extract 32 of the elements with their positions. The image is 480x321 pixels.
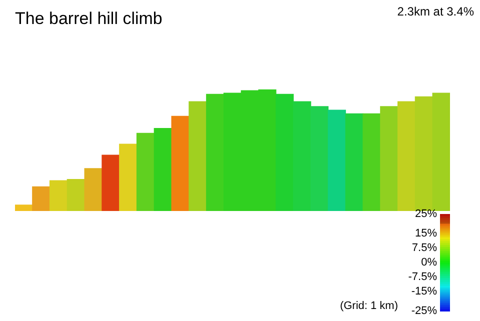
bar: [66, 179, 85, 211]
bar: [276, 94, 294, 211]
bar: [414, 96, 433, 211]
bar: [136, 132, 155, 211]
bar: [362, 113, 381, 211]
bar: [397, 101, 416, 211]
bar: [310, 106, 329, 211]
bar: [345, 113, 364, 211]
bar: [84, 168, 102, 211]
bar: [154, 128, 172, 211]
text: (Grid: 1 km): [340, 300, 398, 312]
color-bar-label: 15%: [414, 227, 438, 240]
color-bar-label: 25%: [414, 208, 438, 220]
color-bar-label: 7.5%: [412, 242, 438, 254]
bar: [15, 204, 33, 211]
color-bar-label: -15%: [411, 286, 438, 298]
bar: [119, 144, 138, 211]
bar: [328, 110, 346, 211]
color-bar-label: 0%: [421, 256, 438, 269]
bar: [171, 116, 190, 211]
bar: [293, 101, 312, 211]
chart-title: The barrel hill climb: [15, 8, 162, 28]
bar: [432, 92, 450, 211]
color-bar-label: -25%: [411, 305, 438, 318]
bar: [380, 106, 398, 211]
text: 2.3km at 3.4%: [397, 4, 474, 18]
bar: [32, 186, 50, 211]
bar: [188, 101, 207, 211]
color-bar-label: -7.5%: [408, 271, 438, 284]
bar: [49, 180, 68, 211]
bar: [102, 154, 120, 211]
bar: [206, 94, 224, 211]
